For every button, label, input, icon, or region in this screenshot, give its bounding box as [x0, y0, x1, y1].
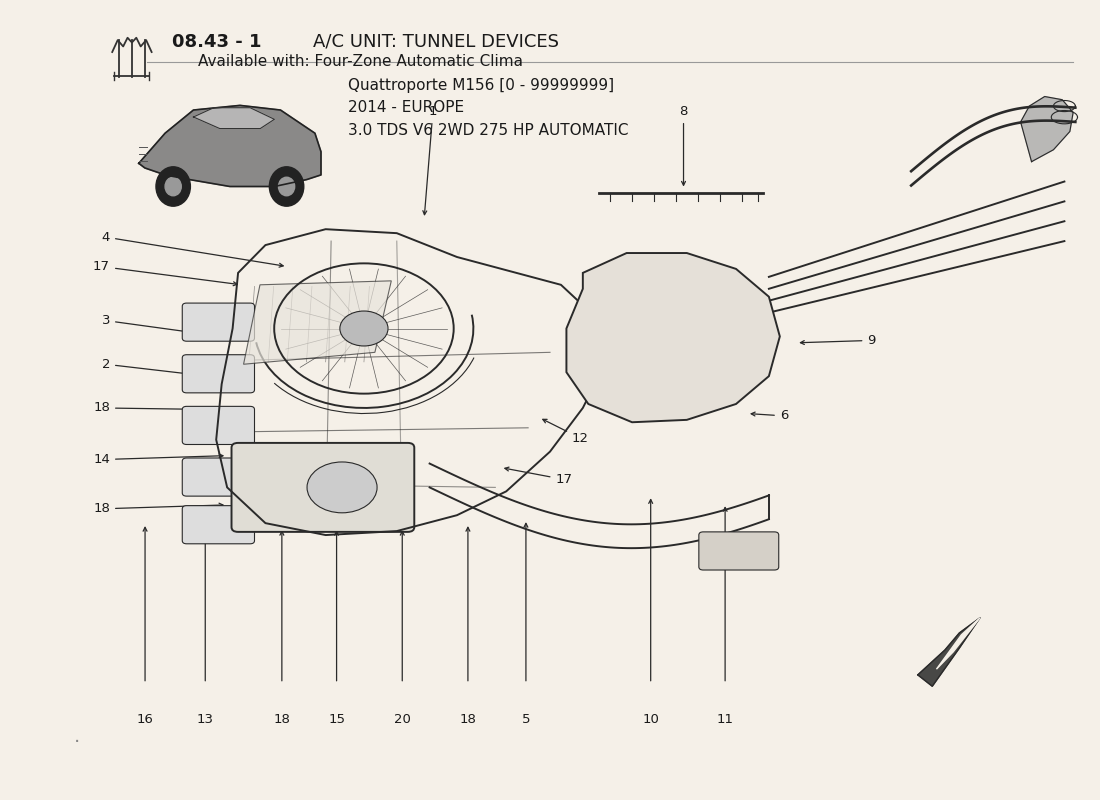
Text: 9: 9	[801, 334, 876, 347]
Text: 6: 6	[751, 410, 789, 422]
Text: 18: 18	[460, 713, 476, 726]
Text: 2014 - EUROPE: 2014 - EUROPE	[348, 101, 464, 115]
Circle shape	[340, 311, 388, 346]
Text: 8: 8	[680, 105, 688, 186]
Polygon shape	[936, 618, 980, 669]
Text: 18: 18	[94, 502, 223, 515]
Text: 18: 18	[274, 713, 290, 726]
Text: 08.43 - 1: 08.43 - 1	[173, 33, 262, 51]
Polygon shape	[917, 618, 980, 686]
Text: 11: 11	[716, 713, 734, 726]
FancyBboxPatch shape	[183, 458, 254, 496]
Polygon shape	[243, 281, 392, 364]
Text: 1: 1	[422, 105, 437, 214]
Text: 12: 12	[542, 419, 588, 445]
Text: 20: 20	[394, 713, 410, 726]
FancyBboxPatch shape	[183, 406, 254, 445]
Polygon shape	[1021, 97, 1074, 162]
Text: 19: 19	[588, 364, 605, 406]
Text: Quattroporte M156 [0 - 99999999]: Quattroporte M156 [0 - 99999999]	[348, 78, 614, 94]
Text: 10: 10	[642, 713, 659, 726]
Text: Available with: Four-Zone Automatic Clima: Available with: Four-Zone Automatic Clim…	[198, 54, 522, 70]
Polygon shape	[566, 253, 780, 422]
Text: 16: 16	[136, 713, 154, 726]
FancyBboxPatch shape	[183, 303, 254, 342]
FancyBboxPatch shape	[183, 354, 254, 393]
Text: 3: 3	[101, 314, 218, 338]
Text: 13: 13	[197, 713, 213, 726]
FancyBboxPatch shape	[231, 443, 415, 532]
Text: 2: 2	[101, 358, 218, 378]
Text: 14: 14	[94, 453, 223, 466]
FancyBboxPatch shape	[183, 506, 254, 544]
Text: .: .	[74, 726, 80, 746]
Circle shape	[307, 462, 377, 513]
Text: 17: 17	[94, 260, 238, 286]
Text: 15: 15	[328, 713, 345, 726]
Text: 3.0 TDS V6 2WD 275 HP AUTOMATIC: 3.0 TDS V6 2WD 275 HP AUTOMATIC	[348, 122, 628, 138]
Text: 4: 4	[101, 230, 283, 267]
FancyBboxPatch shape	[698, 532, 779, 570]
Text: A/C UNIT: TUNNEL DEVICES: A/C UNIT: TUNNEL DEVICES	[312, 33, 559, 51]
Text: 17: 17	[505, 467, 572, 486]
Text: 5: 5	[521, 713, 530, 726]
Text: 18: 18	[94, 402, 209, 414]
